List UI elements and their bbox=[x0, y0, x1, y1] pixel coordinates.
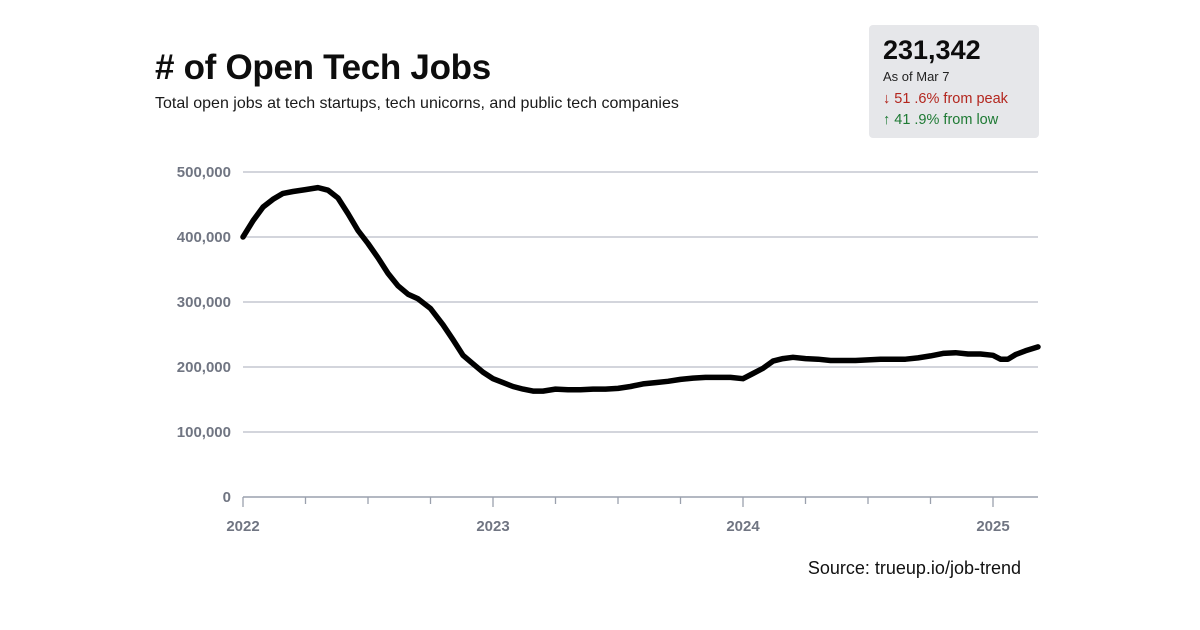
chart-subtitle: Total open jobs at tech startups, tech u… bbox=[155, 95, 679, 112]
y-tick-label-400000: 400,000 bbox=[177, 229, 231, 246]
arrow-down-icon: ↓ bbox=[883, 91, 891, 107]
y-tick-label-100000: 100,000 bbox=[177, 424, 231, 441]
current-jobs-value: 231,342 bbox=[883, 35, 981, 65]
from-low-change: ↑ 41 .9% from low bbox=[883, 112, 1025, 128]
from-peak-change: ↓ 51 .6% from peak bbox=[883, 91, 1025, 107]
x-tick-label-2024: 2024 bbox=[726, 518, 760, 535]
x-tick-label-2022: 2022 bbox=[226, 518, 259, 535]
summary-stat-box: 231,342 As of Mar 7 ↓ 51 .6% from peak ↑ 4… bbox=[869, 25, 1039, 138]
y-tick-label-300000: 300,000 bbox=[177, 294, 231, 311]
source-note: Source: trueup.io/job-trend bbox=[807, 558, 1021, 578]
x-axis bbox=[242, 496, 1038, 507]
y-tick-label-200000: 200,000 bbox=[177, 359, 231, 376]
y-tick-label-500000: 500,000 bbox=[177, 164, 231, 181]
x-tick-label-2023: 2023 bbox=[476, 518, 509, 535]
y-tick-label-0: 0 bbox=[223, 489, 231, 506]
from-low-text: 41 .9% from low bbox=[894, 112, 999, 128]
chart-title: # of Open Tech Jobs bbox=[155, 48, 491, 87]
from-peak-text: 51 .6% from peak bbox=[894, 91, 1008, 107]
x-axis-labels: 2022 2023 2024 2025 bbox=[226, 518, 1009, 535]
x-tick-label-2025: 2025 bbox=[976, 518, 1009, 535]
arrow-up-icon: ↑ bbox=[883, 112, 891, 128]
series-layer bbox=[240, 184, 1041, 394]
y-axis-labels: 0 100,000 200,000 300,000 400,000 500,000 bbox=[177, 164, 231, 506]
as-of-date: As of Mar 7 bbox=[883, 69, 950, 84]
open-jobs-line bbox=[240, 184, 1041, 394]
grid-lines bbox=[243, 171, 1038, 433]
